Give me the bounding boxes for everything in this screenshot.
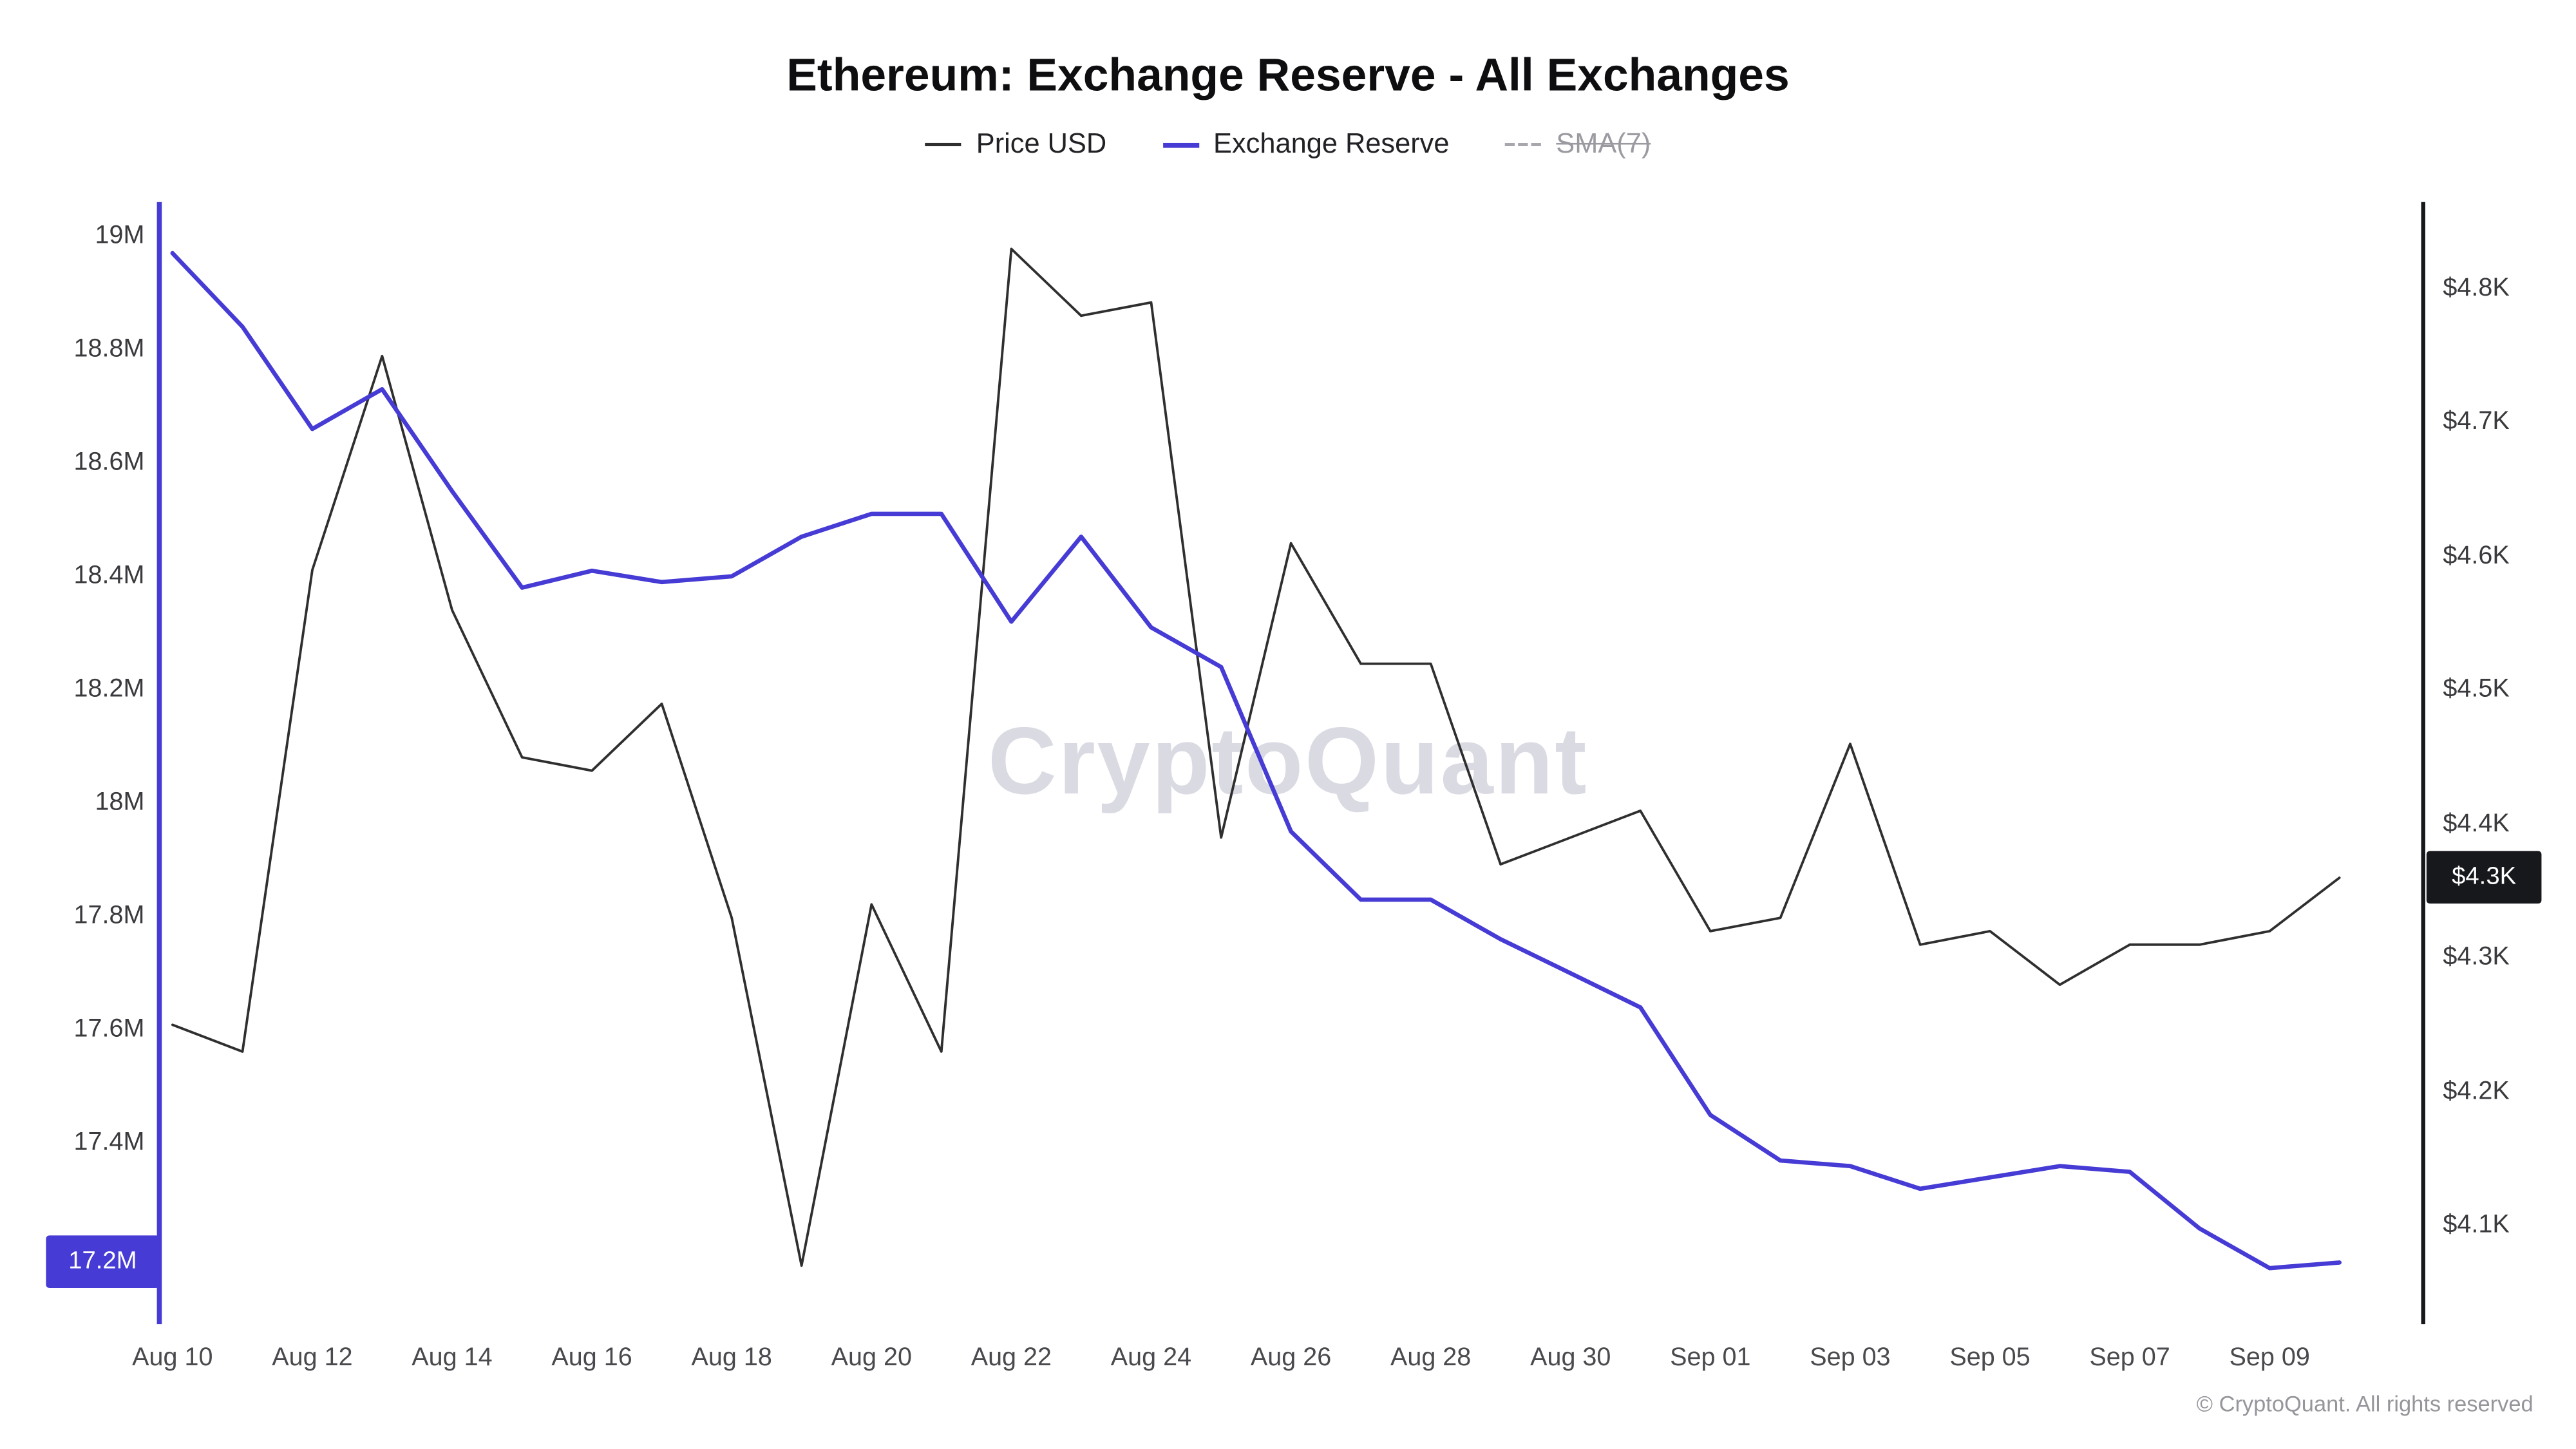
legend-label-exchange-reserve: Exchange Reserve xyxy=(1213,128,1450,160)
legend-label-sma7: SMA(7) xyxy=(1556,128,1651,160)
y-axis-tick-right: $4.8K xyxy=(2443,274,2510,303)
y-axis-tick-right: $4.1K xyxy=(2443,1211,2510,1239)
y-axis-tick-left: 18.4M xyxy=(73,561,145,590)
reserve-current-badge: 17.2M xyxy=(46,1236,160,1289)
series-line-price-usd xyxy=(171,247,2341,1267)
series-line-exchange-reserve xyxy=(170,251,2342,1271)
legend-item-exchange-reserve[interactable]: Exchange Reserve xyxy=(1162,128,1450,161)
y-axis-tick-left: 18.6M xyxy=(73,448,145,477)
y-axis-tick-right: $4.7K xyxy=(2443,408,2510,436)
sma-line-icon xyxy=(1505,142,1542,147)
y-axis-tick-right: $4.5K xyxy=(2443,676,2510,704)
x-axis-tick: Aug 20 xyxy=(831,1343,912,1372)
y-axis-tick-right: $4.4K xyxy=(2443,809,2510,838)
y-axis-tick-left: 18.2M xyxy=(73,675,145,703)
y-axis-tick-right: $4.6K xyxy=(2443,542,2510,570)
copyright-text: © CryptoQuant. All rights reserved xyxy=(2196,1391,2533,1416)
x-axis-tick: Aug 24 xyxy=(1110,1343,1192,1372)
x-axis-tick: Aug 26 xyxy=(1250,1343,1332,1372)
x-axis-tick: Sep 05 xyxy=(1949,1343,2031,1372)
price-line-icon xyxy=(925,142,961,147)
chart-title: Ethereum: Exchange Reserve - All Exchang… xyxy=(786,49,1790,100)
x-axis-tick: Aug 16 xyxy=(551,1343,632,1372)
x-axis-tick: Sep 09 xyxy=(2229,1343,2310,1372)
reserve-line-icon xyxy=(1162,142,1199,147)
y-axis-tick-right: $4.2K xyxy=(2443,1077,2510,1105)
y-axis-tick-left: 19M xyxy=(95,221,145,249)
legend-item-price-usd[interactable]: Price USD xyxy=(925,128,1107,161)
y-axis-tick-left: 18.8M xyxy=(73,334,145,363)
price-current-badge: $4.3K xyxy=(2426,851,2542,904)
cryptoquant-watermark: CryptoQuant xyxy=(987,708,1589,815)
legend: Price USD Exchange Reserve SMA(7) xyxy=(0,128,2576,161)
y-axis-tick-right: $4.3K xyxy=(2443,943,2510,971)
y-axis-tick-left: 18M xyxy=(95,788,145,817)
x-axis-tick: Aug 18 xyxy=(691,1343,772,1372)
x-axis-tick: Sep 07 xyxy=(2089,1343,2170,1372)
x-axis-tick: Aug 10 xyxy=(132,1343,213,1372)
x-axis-tick: Aug 14 xyxy=(412,1343,493,1372)
x-axis-tick: Aug 12 xyxy=(272,1343,353,1372)
x-axis-tick: Aug 30 xyxy=(1530,1343,1611,1372)
x-axis-tick: Sep 01 xyxy=(1670,1343,1751,1372)
x-axis-tick: Aug 28 xyxy=(1390,1343,1472,1372)
x-axis-tick: Sep 03 xyxy=(1810,1343,1891,1372)
y-axis-tick-left: 17.4M xyxy=(73,1128,145,1157)
y-axis-tick-left: 17.8M xyxy=(73,902,145,930)
x-axis-tick: Aug 22 xyxy=(971,1343,1052,1372)
y-axis-tick-left: 17.6M xyxy=(73,1015,145,1043)
legend-item-sma7[interactable]: SMA(7) xyxy=(1505,128,1651,161)
legend-label-price-usd: Price USD xyxy=(976,128,1107,160)
